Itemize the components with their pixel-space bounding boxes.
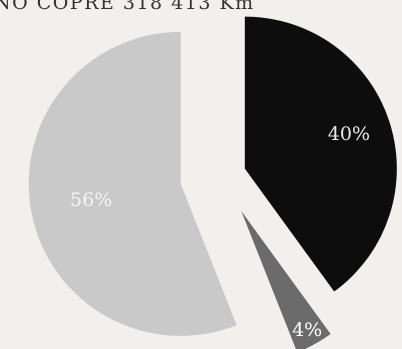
pie-slice-label-4: 4%: [292, 319, 322, 341]
pie-slice-56: [28, 31, 237, 336]
pie-slice-label-40: 40%: [328, 123, 370, 145]
pie-slice-label-56: 56%: [70, 189, 112, 211]
pie-slice-4: [241, 211, 331, 349]
pie-slice-40: [244, 16, 397, 292]
chart-title: NO COPRE 318 413 Km: [0, 0, 255, 14]
